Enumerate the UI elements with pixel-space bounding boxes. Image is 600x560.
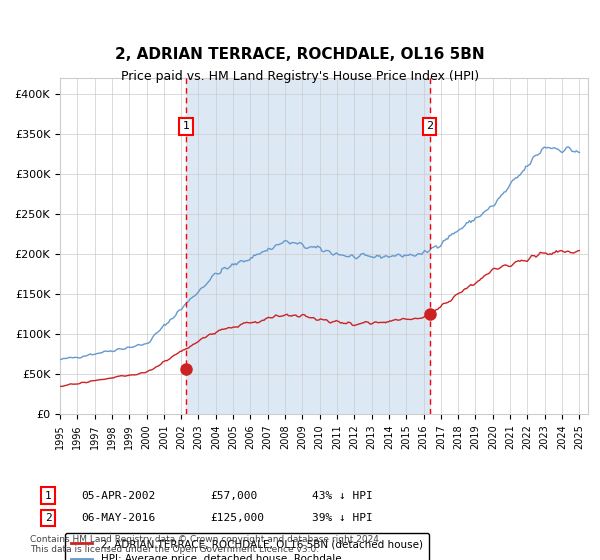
Text: 39% ↓ HPI: 39% ↓ HPI — [312, 513, 373, 523]
Text: Price paid vs. HM Land Registry's House Price Index (HPI): Price paid vs. HM Land Registry's House … — [121, 70, 479, 83]
Legend: 2, ADRIAN TERRACE, ROCHDALE, OL16 5BN (detached house), HPI: Average price, deta: 2, ADRIAN TERRACE, ROCHDALE, OL16 5BN (d… — [65, 533, 429, 560]
Text: 1: 1 — [182, 122, 190, 132]
Text: 06-MAY-2016: 06-MAY-2016 — [81, 513, 155, 523]
Text: 2, ADRIAN TERRACE, ROCHDALE, OL16 5BN: 2, ADRIAN TERRACE, ROCHDALE, OL16 5BN — [115, 46, 485, 62]
Text: £125,000: £125,000 — [210, 513, 264, 523]
Text: £57,000: £57,000 — [210, 491, 257, 501]
Bar — [186, 78, 430, 414]
Text: 1: 1 — [44, 491, 52, 501]
Text: 05-APR-2002: 05-APR-2002 — [81, 491, 155, 501]
Text: 2: 2 — [44, 513, 52, 523]
Text: Contains HM Land Registry data © Crown copyright and database right 2024.
This d: Contains HM Land Registry data © Crown c… — [30, 535, 382, 554]
Text: 43% ↓ HPI: 43% ↓ HPI — [312, 491, 373, 501]
Text: 2: 2 — [426, 122, 433, 132]
